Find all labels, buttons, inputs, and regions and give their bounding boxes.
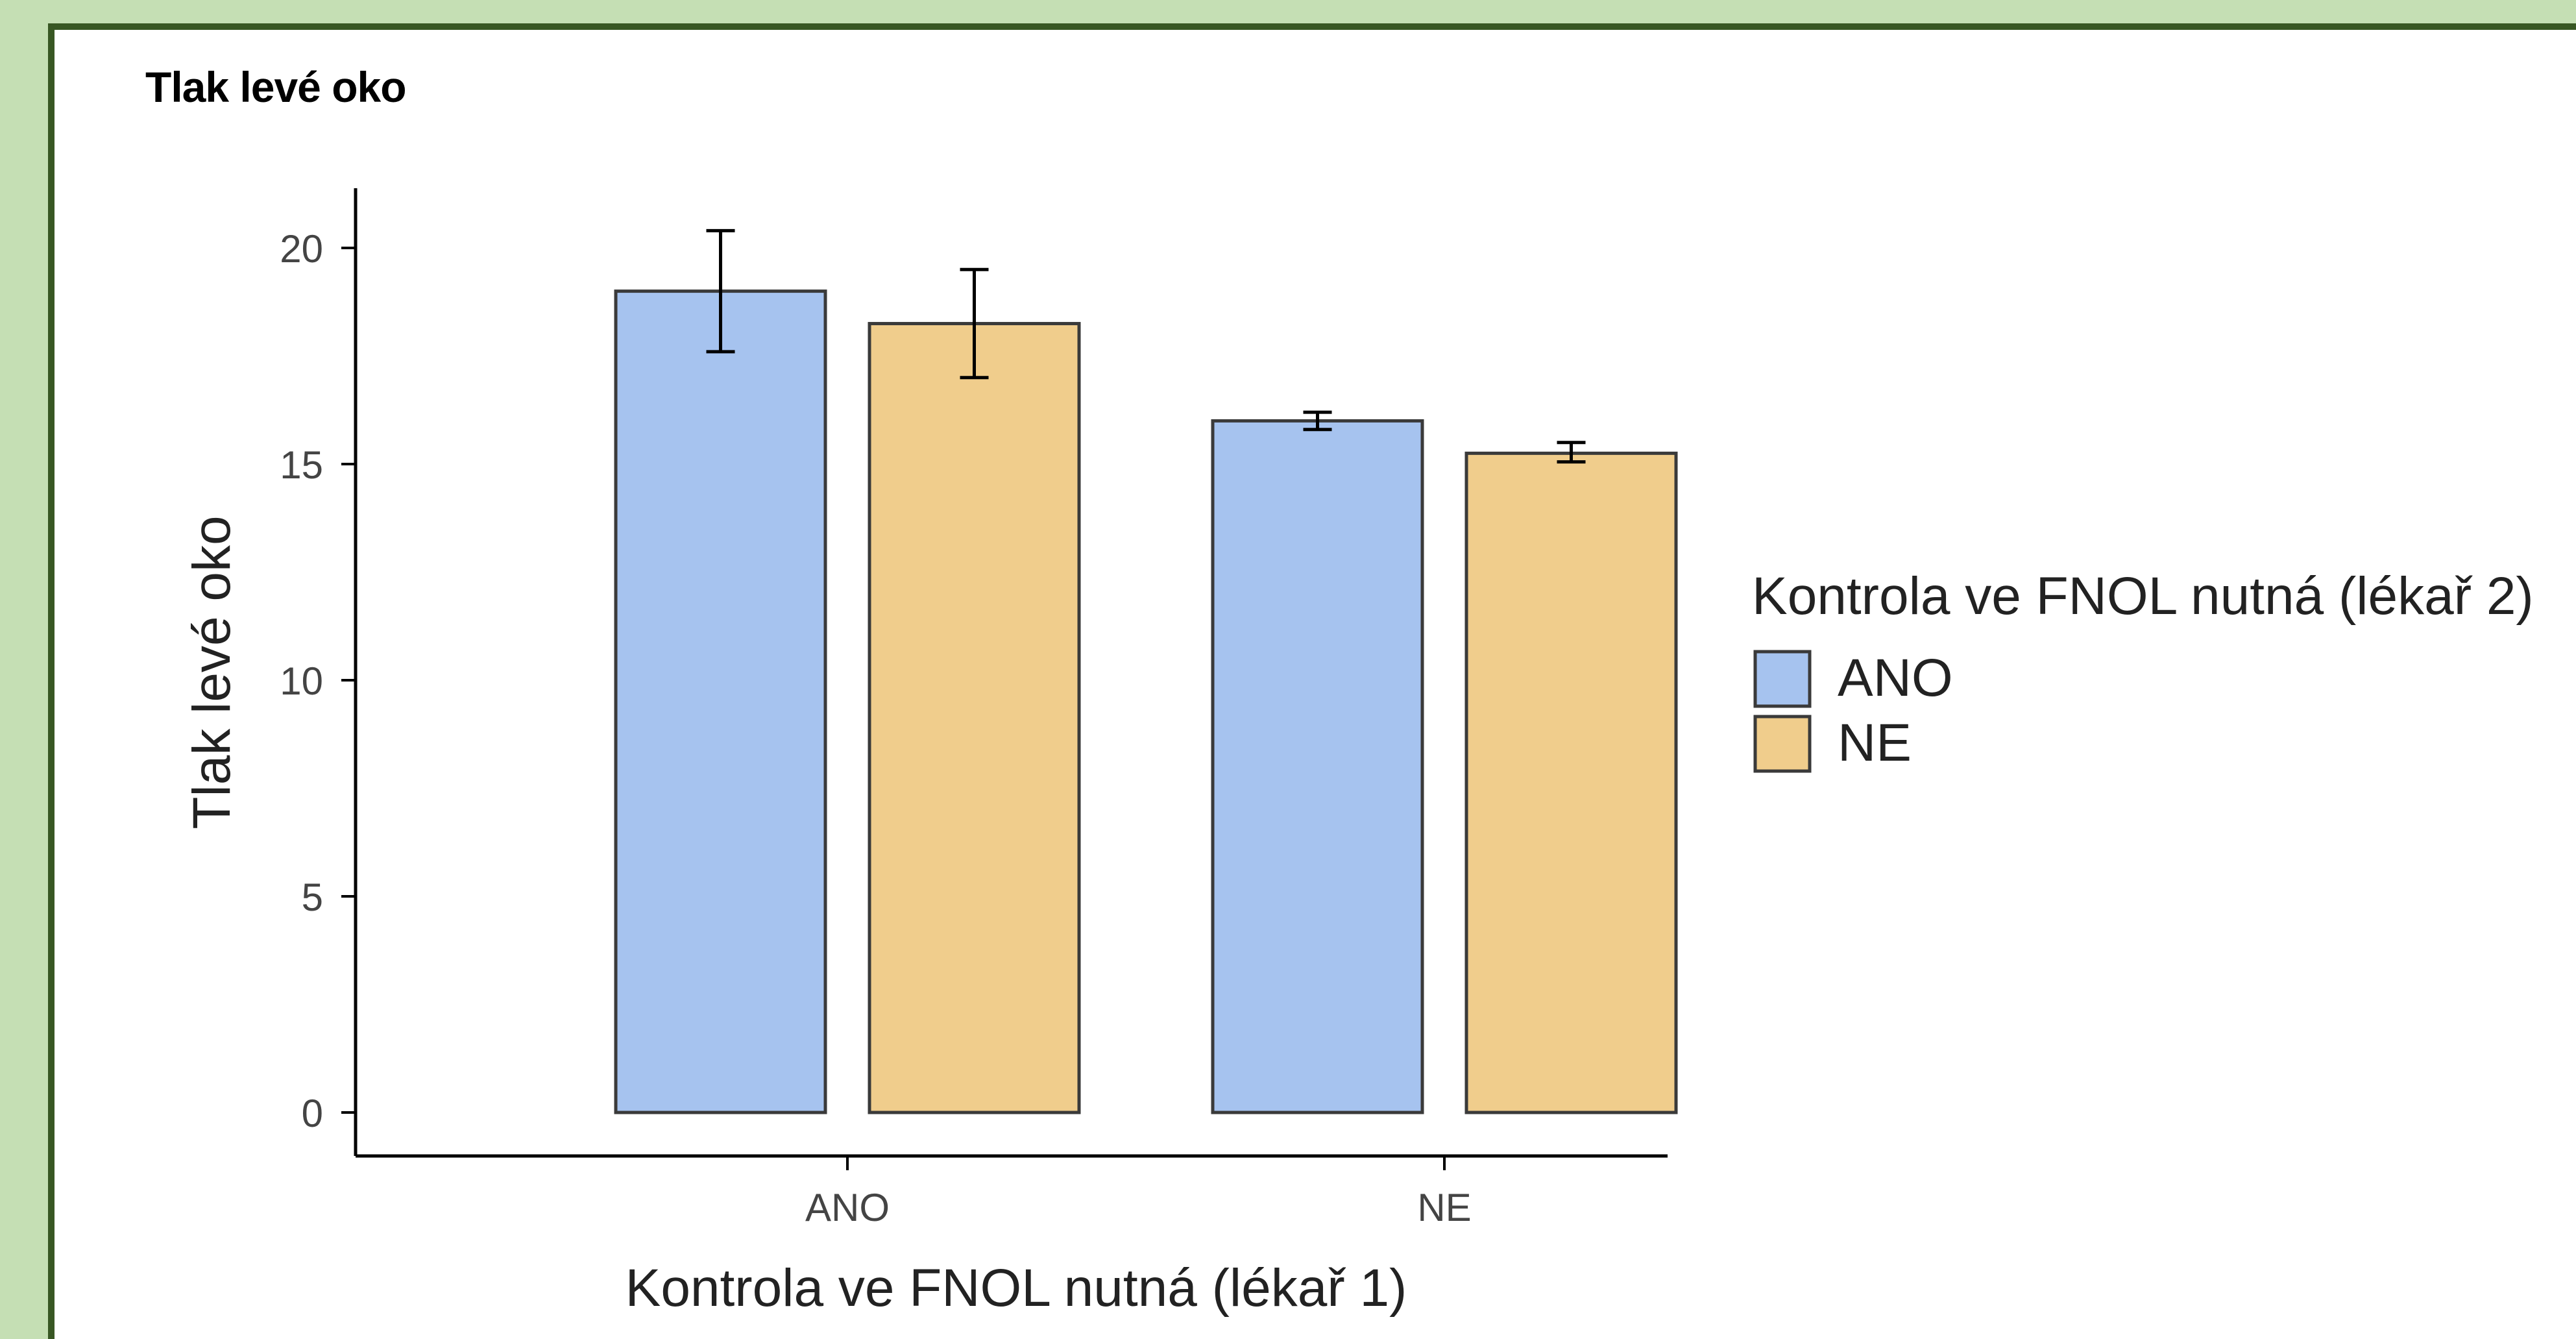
legend-key-ne — [1753, 715, 1812, 773]
bar-ano-ne — [868, 322, 1081, 1114]
legend-key-ano — [1753, 650, 1812, 708]
y-tick-label: 0 — [302, 1092, 323, 1135]
bars — [614, 289, 1678, 1114]
y-axis-title: Tlak levé oko — [182, 515, 241, 829]
bar-ano-ano — [614, 289, 827, 1114]
y-tick-label: 15 — [280, 443, 323, 487]
bar-ne-ne — [1464, 451, 1678, 1114]
legend-label-ne: NE — [1838, 713, 1912, 772]
error-bar — [1557, 441, 1586, 464]
error-bar — [706, 228, 735, 354]
x-ticks: ANO NE — [805, 1156, 1472, 1229]
error-bar — [1303, 410, 1332, 432]
error-bar — [960, 267, 989, 380]
bar-ne-ano — [1211, 419, 1424, 1114]
panel-title: Tlak levé oko — [145, 63, 407, 111]
y-ticks: 0 5 10 15 20 — [280, 227, 356, 1135]
legend: Kontrola ve FNOL nutná (lékař 2) ANO NE — [1752, 567, 2534, 773]
error-bars — [706, 228, 1586, 464]
y-tick-label: 5 — [302, 876, 323, 919]
legend-title: Kontrola ve FNOL nutná (lékař 2) — [1752, 567, 2534, 626]
x-tick-label: ANO — [805, 1186, 890, 1229]
y-tick-label: 10 — [280, 659, 323, 703]
x-axis-title: Kontrola ve FNOL nutná (lékař 1) — [626, 1259, 1407, 1318]
x-tick-label: NE — [1417, 1186, 1471, 1229]
legend-label-ano: ANO — [1838, 648, 1953, 707]
y-tick-label: 20 — [280, 227, 323, 271]
axes — [354, 188, 1668, 1158]
